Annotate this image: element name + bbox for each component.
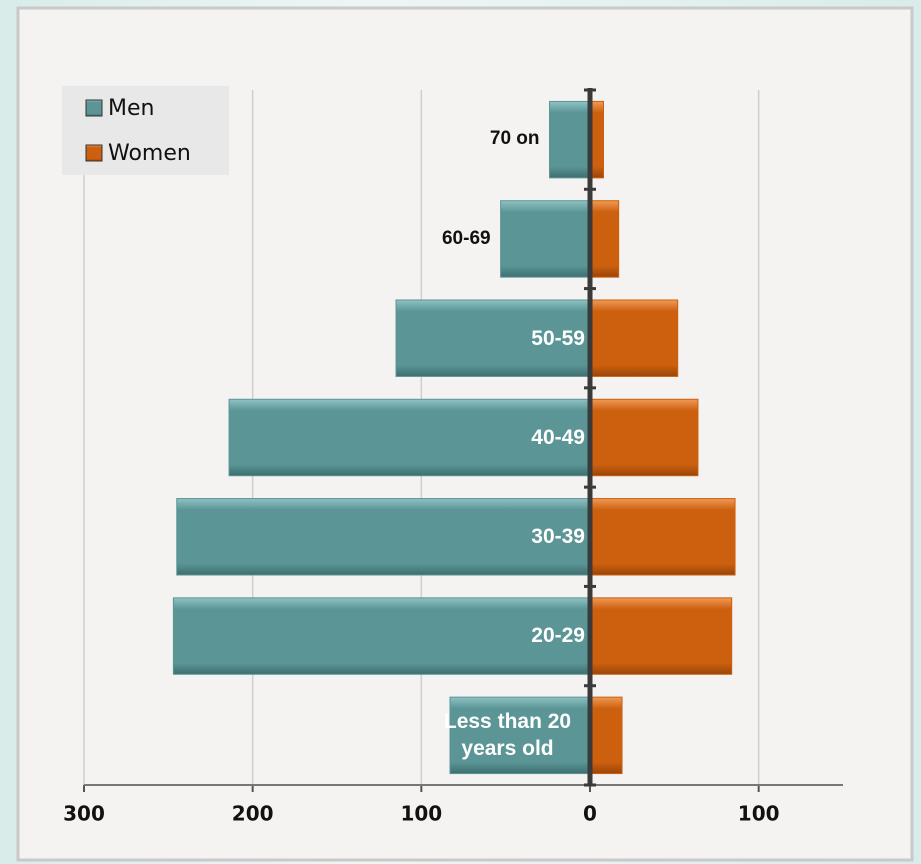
bar [395,299,591,377]
bar [172,597,591,675]
x-tick-label: 100 [738,802,780,826]
legend-swatch [85,99,103,117]
x-tick-label: 100 [400,802,442,826]
legend-swatch [85,144,103,162]
bar [589,200,620,278]
category-label-box: 30-39 [531,525,585,549]
category-label-box: 50-59 [531,326,585,350]
x-tick-label: 300 [63,802,105,826]
bar [500,200,591,278]
category-label: 60-69 [441,227,491,249]
bar [228,398,591,477]
category-label-box: 70 on [489,128,540,150]
bar [589,498,736,576]
category-label: 70 on [489,128,540,150]
category-label: 20-29 [531,624,585,648]
bar [449,696,591,775]
category-label: 30-39 [531,525,585,549]
category-label-box: 40-49 [531,425,585,449]
category-label-box: Less than 20 years old [443,710,572,761]
x-tick-label: 0 [583,802,597,826]
bar [589,696,623,775]
category-label-box: 60-69 [441,227,491,249]
category-label-box: 20-29 [531,624,585,648]
category-label: 50-59 [531,326,585,350]
category-label: Less than 20 years old [443,710,572,761]
legend-label: Women [108,141,191,166]
bar [549,100,591,179]
bar [589,597,733,675]
bar [176,498,591,576]
category-label: 40-49 [531,425,585,449]
legend-label: Men [108,96,154,121]
bar [589,299,679,377]
bar [589,398,699,477]
x-tick-label: 200 [232,802,274,826]
